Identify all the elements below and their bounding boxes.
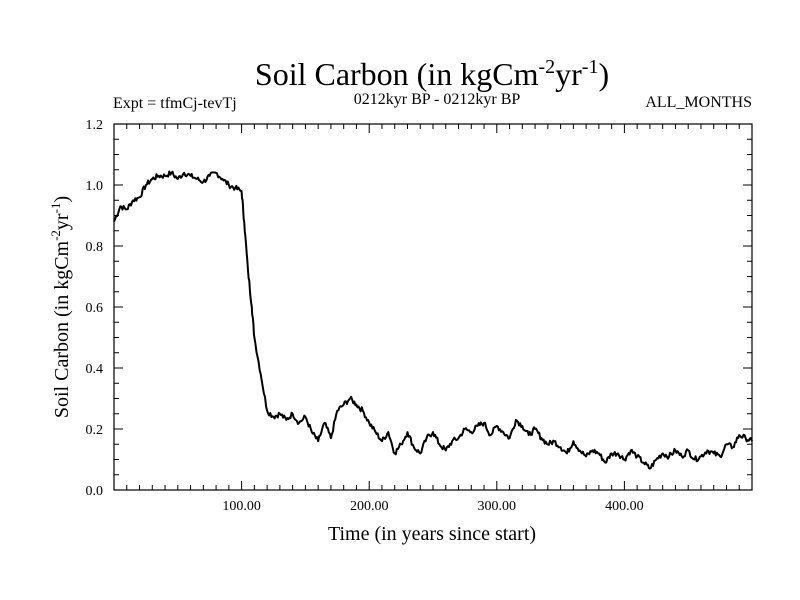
y-tick-label: 0.8 <box>86 240 104 255</box>
y-axis-label: Soil Carbon (in kgCm-2yr-1) <box>48 196 73 418</box>
axis-tick-labels: 100.00 200.00 300.00 400.00 0.0 0.2 0.4 0.6 0.8 1… <box>86 118 644 514</box>
subtitle-period: 0212kyr BP - 0212kyr BP <box>354 91 521 108</box>
ylabel-mid-text: yr <box>51 213 73 230</box>
ylabel-main-text: Soil Carbon (in kgCm <box>51 240 73 418</box>
y-tick-label: 0.2 <box>86 423 104 438</box>
ylabel-superscript-2: -1 <box>48 203 63 214</box>
x-tick-label: 300.00 <box>478 499 517 514</box>
x-axis-label: Time (in years since start) <box>328 523 536 545</box>
y-tick-label: 0.4 <box>86 362 104 377</box>
title-superscript-1: -2 <box>538 56 555 78</box>
subtitle-experiment: Expt = tfmCj-tevTj <box>113 95 237 112</box>
ylabel-end-text: ) <box>51 196 73 203</box>
title-main-text: Soil Carbon (in kgCm <box>255 56 539 92</box>
y-tick-label: 1.2 <box>86 118 104 133</box>
ylabel-superscript-1: -2 <box>48 230 63 241</box>
axis-ticks <box>114 124 752 490</box>
subtitle-months: ALL_MONTHS <box>645 94 752 111</box>
title-end-text: ) <box>598 56 609 92</box>
soil-carbon-series-line <box>113 170 753 470</box>
x-tick-label: 100.00 <box>222 499 261 514</box>
x-tick-label: 200.00 <box>350 499 389 514</box>
x-tick-label: 400.00 <box>605 499 644 514</box>
y-tick-label: 0.6 <box>86 301 104 316</box>
y-tick-label: 1.0 <box>86 179 104 194</box>
title-mid-text: yr <box>555 56 582 92</box>
y-tick-label: 0.0 <box>86 484 104 499</box>
title-superscript-2: -1 <box>582 56 599 78</box>
chart-title: Soil Carbon (in kgCm-2yr-1) <box>255 56 609 92</box>
